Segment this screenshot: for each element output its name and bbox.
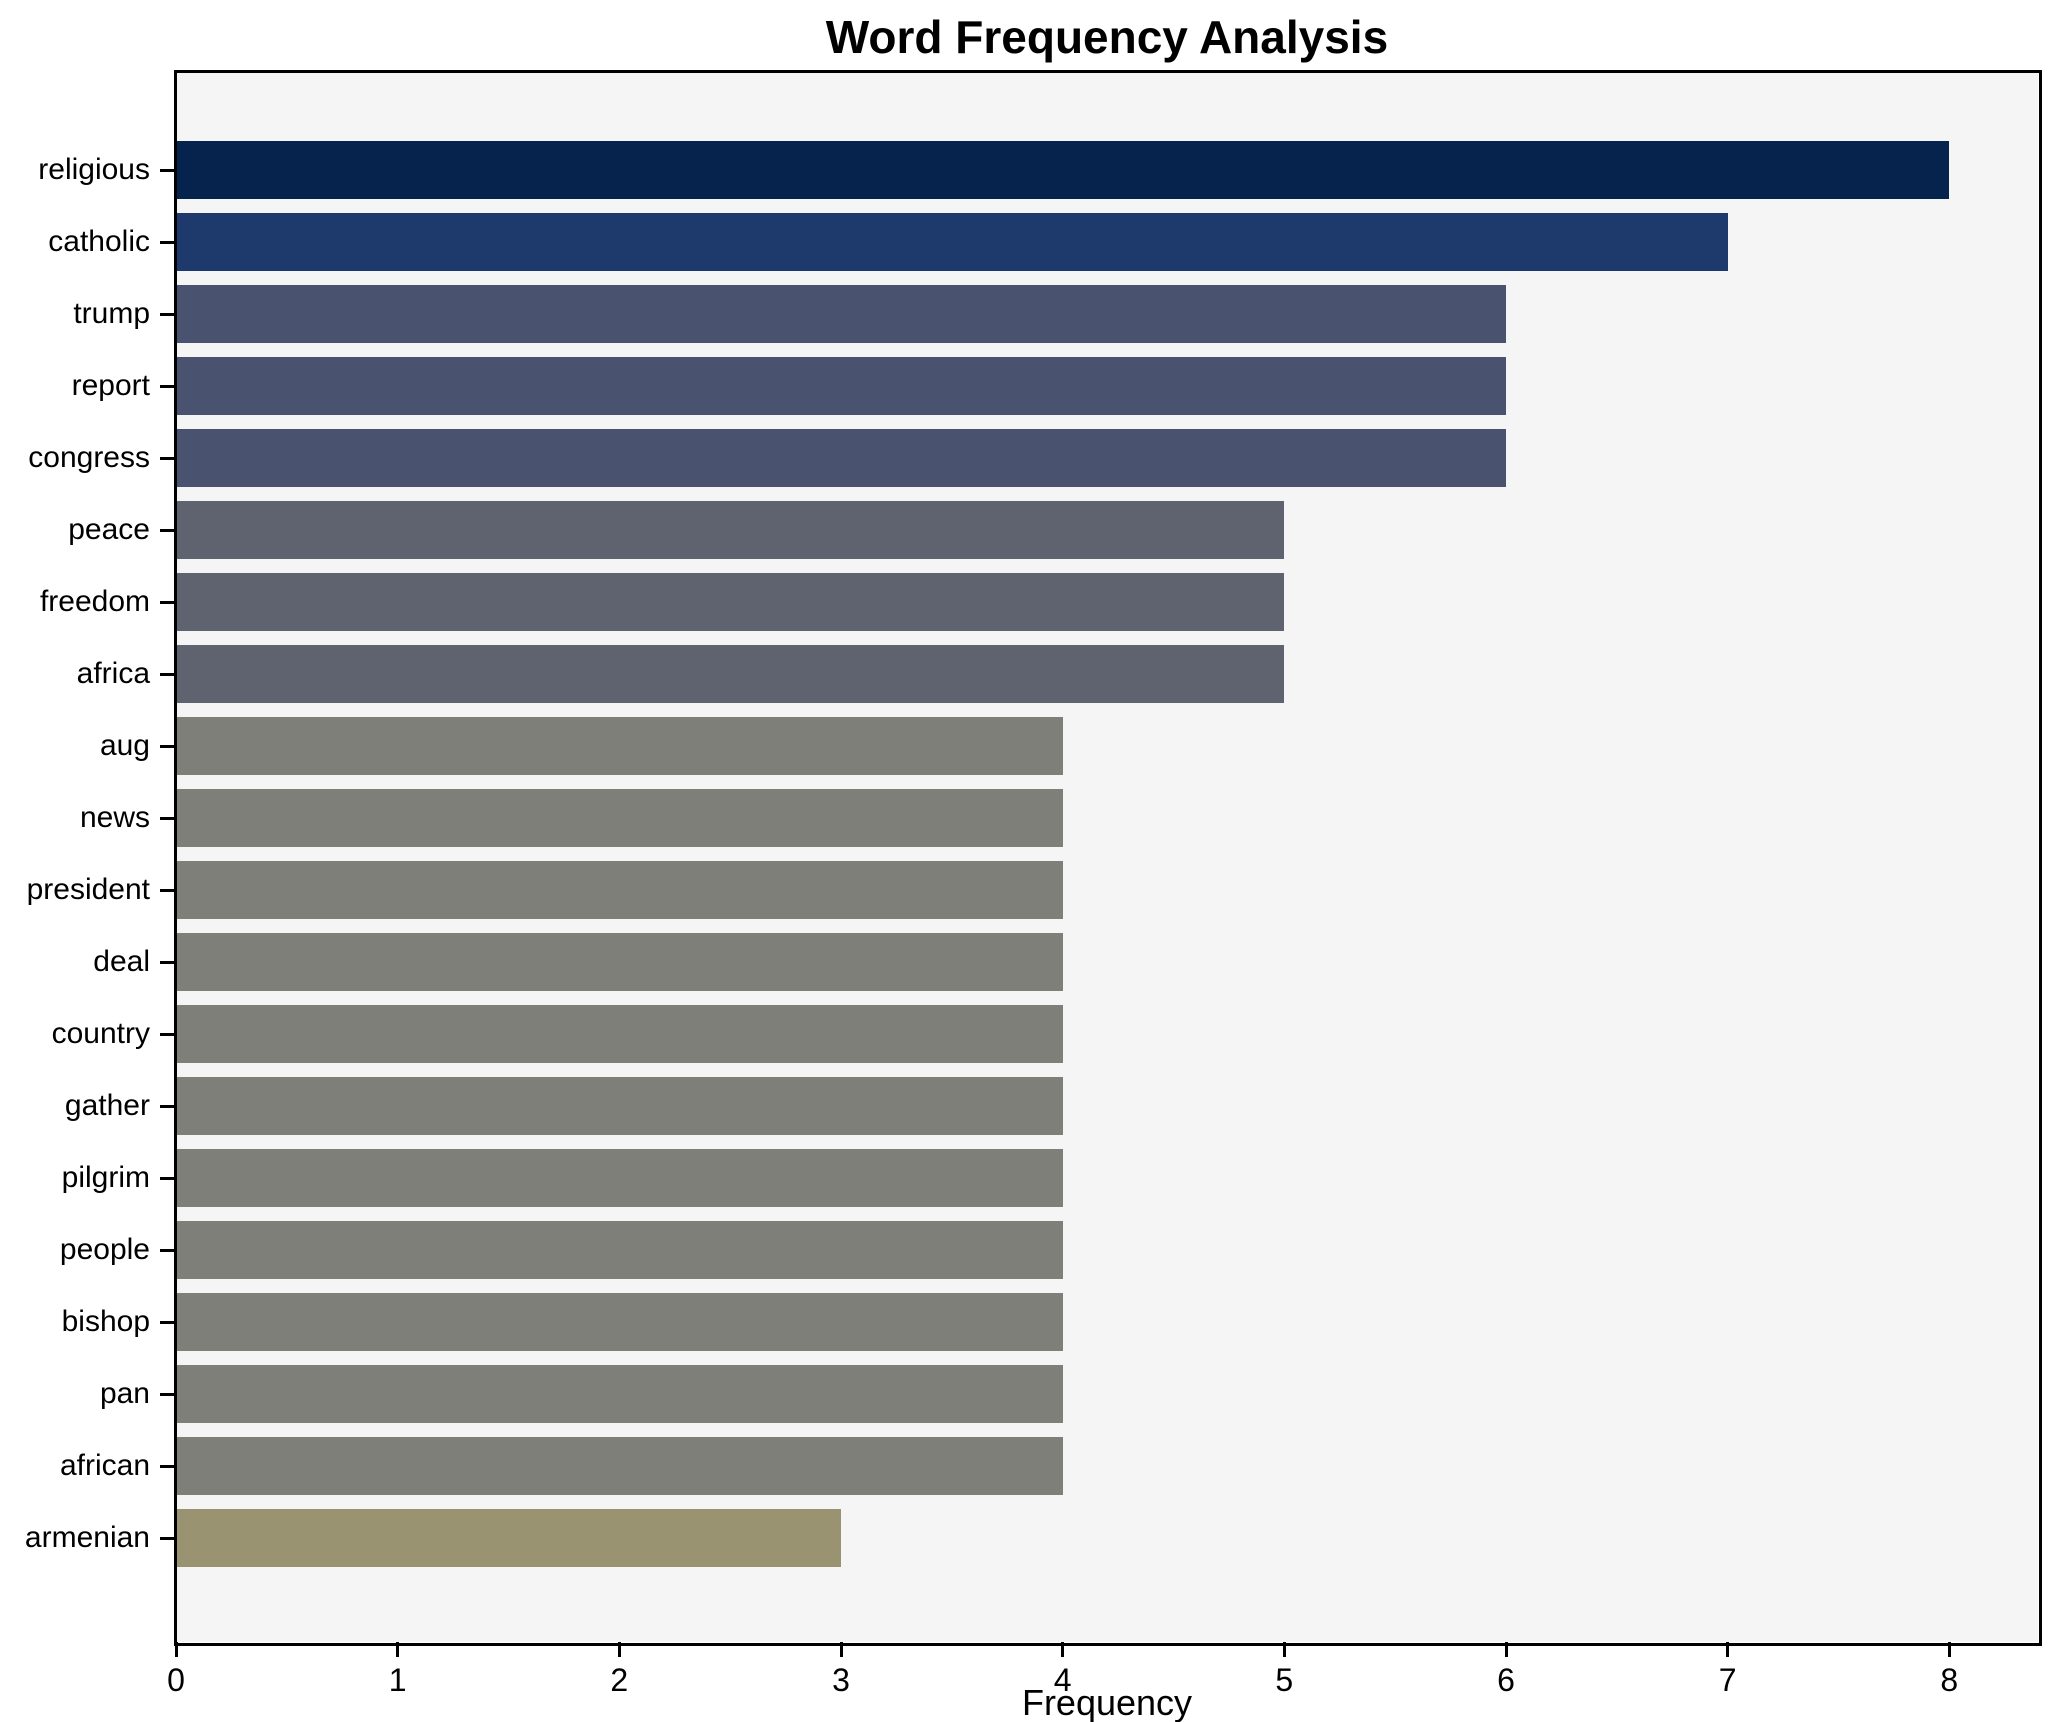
y-tick-label-president: president [26, 873, 150, 906]
bar-people [176, 1221, 1063, 1279]
y-tick-mark [160, 1537, 176, 1540]
x-axis-title: Frequency [1021, 1682, 1193, 1722]
bar-armenian [176, 1509, 841, 1567]
x-tick-label-1: 1 [388, 1662, 407, 1698]
y-tick-mark [160, 241, 176, 244]
y-tick-label-armenian: armenian [24, 1521, 150, 1554]
x-tick-label-3: 3 [832, 1662, 850, 1698]
y-tick-label-trump: trump [73, 297, 150, 330]
bar-trump [176, 285, 1506, 343]
y-tick-mark [160, 1177, 176, 1180]
bar-pilgrim [176, 1149, 1063, 1207]
x-tick-mark [1947, 1642, 1951, 1657]
y-tick-mark [160, 745, 176, 748]
bar-president [176, 861, 1063, 919]
x-tick-mark [396, 1642, 400, 1657]
y-tick-label-african: african [59, 1449, 150, 1482]
bar-bishop [176, 1293, 1063, 1351]
x-tick-label-8: 8 [1940, 1662, 1959, 1698]
x-tick-label-2: 2 [610, 1662, 629, 1698]
y-tick-label-gather: gather [64, 1089, 150, 1122]
x-tick-mark [617, 1642, 621, 1657]
y-tick-mark [160, 889, 176, 892]
y-tick-label-people: people [59, 1233, 150, 1266]
bar-report [176, 357, 1506, 415]
y-tick-mark [160, 313, 176, 316]
y-tick-label-africa: africa [76, 657, 150, 690]
y-tick-label-news: news [79, 801, 150, 834]
y-tick-mark [160, 529, 176, 532]
x-tick-label-0: 0 [167, 1662, 185, 1698]
y-tick-mark [160, 385, 176, 388]
y-tick-mark [160, 1465, 176, 1468]
x-tick-label-5: 5 [1275, 1662, 1294, 1698]
bar-congress [176, 429, 1506, 487]
bar-deal [176, 933, 1063, 991]
y-tick-label-congress: congress [28, 441, 150, 474]
y-tick-mark [160, 1393, 176, 1396]
bar-african [176, 1437, 1063, 1495]
x-tick-mark [1282, 1642, 1286, 1657]
chart-title: Word Frequency Analysis [825, 11, 1389, 63]
plot-area [176, 72, 2038, 1642]
y-tick-mark [160, 169, 176, 172]
y-tick-mark [160, 817, 176, 820]
x-tick-mark [839, 1642, 843, 1657]
bar-religious [176, 141, 1950, 199]
bar-freedom [176, 573, 1285, 631]
bar-pan [176, 1365, 1063, 1423]
y-tick-label-pan: pan [99, 1377, 150, 1410]
bar-catholic [176, 213, 1728, 271]
y-tick-label-catholic: catholic [48, 225, 150, 258]
y-tick-mark [160, 1105, 176, 1108]
bar-gather [176, 1077, 1063, 1135]
y-tick-mark [160, 601, 176, 604]
y-tick-mark [160, 961, 176, 964]
y-tick-mark [160, 457, 176, 460]
y-tick-mark [160, 1249, 176, 1252]
x-tick-mark [1504, 1642, 1508, 1657]
x-tick-label-7: 7 [1718, 1662, 1737, 1698]
y-tick-label-freedom: freedom [39, 585, 150, 618]
y-tick-mark [160, 1033, 176, 1036]
y-tick-label-religious: religious [38, 153, 150, 186]
y-tick-label-aug: aug [99, 729, 150, 762]
y-tick-mark [160, 1321, 176, 1324]
x-tick-mark [1726, 1642, 1730, 1657]
x-tick-mark [174, 1642, 178, 1657]
bar-peace [176, 501, 1285, 559]
bar-news [176, 789, 1063, 847]
bar-africa [176, 645, 1285, 703]
bar-country [176, 1005, 1063, 1063]
y-tick-label-bishop: bishop [61, 1305, 150, 1338]
y-tick-label-pilgrim: pilgrim [61, 1161, 150, 1194]
y-tick-label-deal: deal [93, 945, 150, 978]
x-tick-label-4: 4 [1053, 1662, 1072, 1698]
y-tick-label-country: country [51, 1017, 150, 1050]
y-tick-label-peace: peace [68, 513, 150, 546]
x-tick-label-6: 6 [1497, 1662, 1515, 1698]
y-tick-label-report: report [71, 369, 150, 402]
y-tick-mark [160, 673, 176, 676]
bar-aug [176, 717, 1063, 775]
x-tick-mark [1061, 1642, 1065, 1657]
